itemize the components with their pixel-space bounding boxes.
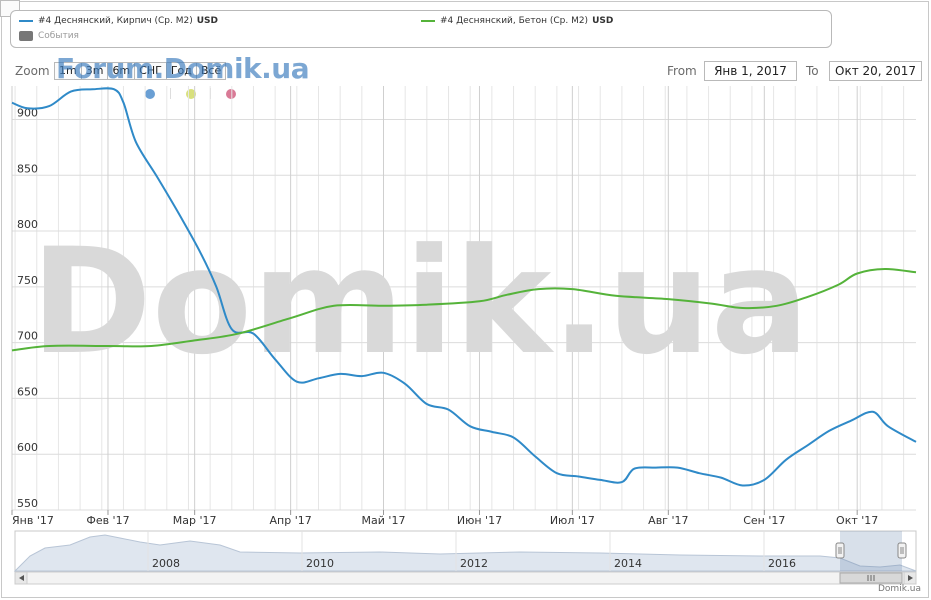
- y-tick-label: 800: [17, 218, 38, 231]
- x-tick-label: Окт '17: [836, 514, 878, 527]
- arrow-right-icon: [908, 575, 913, 581]
- x-tick-label: Фев '17: [86, 514, 129, 527]
- scrollbar-track[interactable]: [14, 571, 917, 585]
- y-tick-label: 600: [17, 441, 38, 454]
- legend-series2-label: #4 Деснянский, Бетон (Ср. М2): [440, 16, 589, 26]
- legend-events-label: События: [38, 31, 79, 41]
- range-to-label: To: [806, 64, 819, 78]
- legend-item-series2[interactable]: #4 Деснянский, Бетон (Ср. М2) USD: [421, 16, 613, 26]
- navigator-year-label: 2012: [460, 557, 488, 570]
- event-flag-yellow[interactable]: [186, 89, 196, 99]
- x-tick-label: Мар '17: [173, 514, 217, 527]
- navigator-year-label: 2014: [614, 557, 642, 570]
- y-tick-label: 900: [17, 106, 38, 119]
- navigator-year-label: 2008: [152, 557, 180, 570]
- zoom-3m-button[interactable]: 3m: [80, 62, 109, 80]
- arrow-left-icon: [19, 575, 24, 581]
- zoom-1m-button[interactable]: 1m: [54, 62, 82, 80]
- navigator-selected-range[interactable]: [840, 531, 902, 571]
- big-watermark: Domik.ua: [31, 217, 810, 387]
- events-swatch: [19, 31, 33, 41]
- series-line-2[interactable]: [11, 267, 917, 352]
- zoom-buttons: 1m 3m 6m СНГ Год Всё: [54, 62, 227, 80]
- navigator-right-handle[interactable]: [897, 542, 907, 559]
- zoom-all-button[interactable]: Всё: [195, 62, 227, 80]
- legend: #4 Деснянский, Кирпич (Ср. М2) USD #4 Де…: [10, 10, 832, 48]
- y-tick-label: 650: [17, 385, 38, 398]
- series2-swatch: [421, 20, 435, 22]
- flag-separator: [170, 88, 171, 99]
- legend-item-series1[interactable]: #4 Деснянский, Кирпич (Ср. М2) USD: [19, 16, 218, 26]
- x-tick-label: Сен '17: [743, 514, 785, 527]
- legend-item-events[interactable]: События: [19, 31, 79, 41]
- event-flag-blue[interactable]: [145, 89, 155, 99]
- legend-series1-unit: USD: [196, 16, 218, 26]
- x-tick-label: Апр '17: [270, 514, 312, 527]
- y-tick-label: 850: [17, 162, 38, 175]
- x-tick-label: Июн '17: [457, 514, 502, 527]
- series-line-1[interactable]: [11, 87, 917, 487]
- legend-series1-label: #4 Деснянский, Кирпич (Ср. М2): [38, 16, 193, 26]
- zoom-label: Zoom: [15, 64, 50, 78]
- x-tick-label: Янв '17: [12, 514, 54, 527]
- x-tick-label: Июл '17: [550, 514, 595, 527]
- navigator-series-area: [13, 534, 917, 572]
- y-tick-label: 700: [17, 330, 38, 343]
- range-from-input[interactable]: Янв 1, 2017: [704, 61, 797, 81]
- range-from-label: From: [667, 64, 697, 78]
- series1-swatch: [19, 20, 33, 22]
- navigator-year-label: 2016: [768, 557, 796, 570]
- navigator-left-handle[interactable]: [835, 542, 845, 559]
- x-tick-label: Май '17: [362, 514, 406, 527]
- zoom-ytd-button[interactable]: СНГ: [134, 62, 167, 80]
- range-to-input[interactable]: Окт 20, 2017: [829, 61, 922, 81]
- credit-label[interactable]: Domik.ua: [878, 584, 921, 594]
- legend-series2-unit: USD: [592, 16, 614, 26]
- y-tick-label: 750: [17, 274, 38, 287]
- x-tick-label: Авг '17: [648, 514, 688, 527]
- event-flag-pink[interactable]: [226, 89, 236, 99]
- zoom-year-button[interactable]: Год: [165, 62, 197, 80]
- y-tick-label: 550: [17, 497, 38, 510]
- navigator-year-label: 2010: [306, 557, 334, 570]
